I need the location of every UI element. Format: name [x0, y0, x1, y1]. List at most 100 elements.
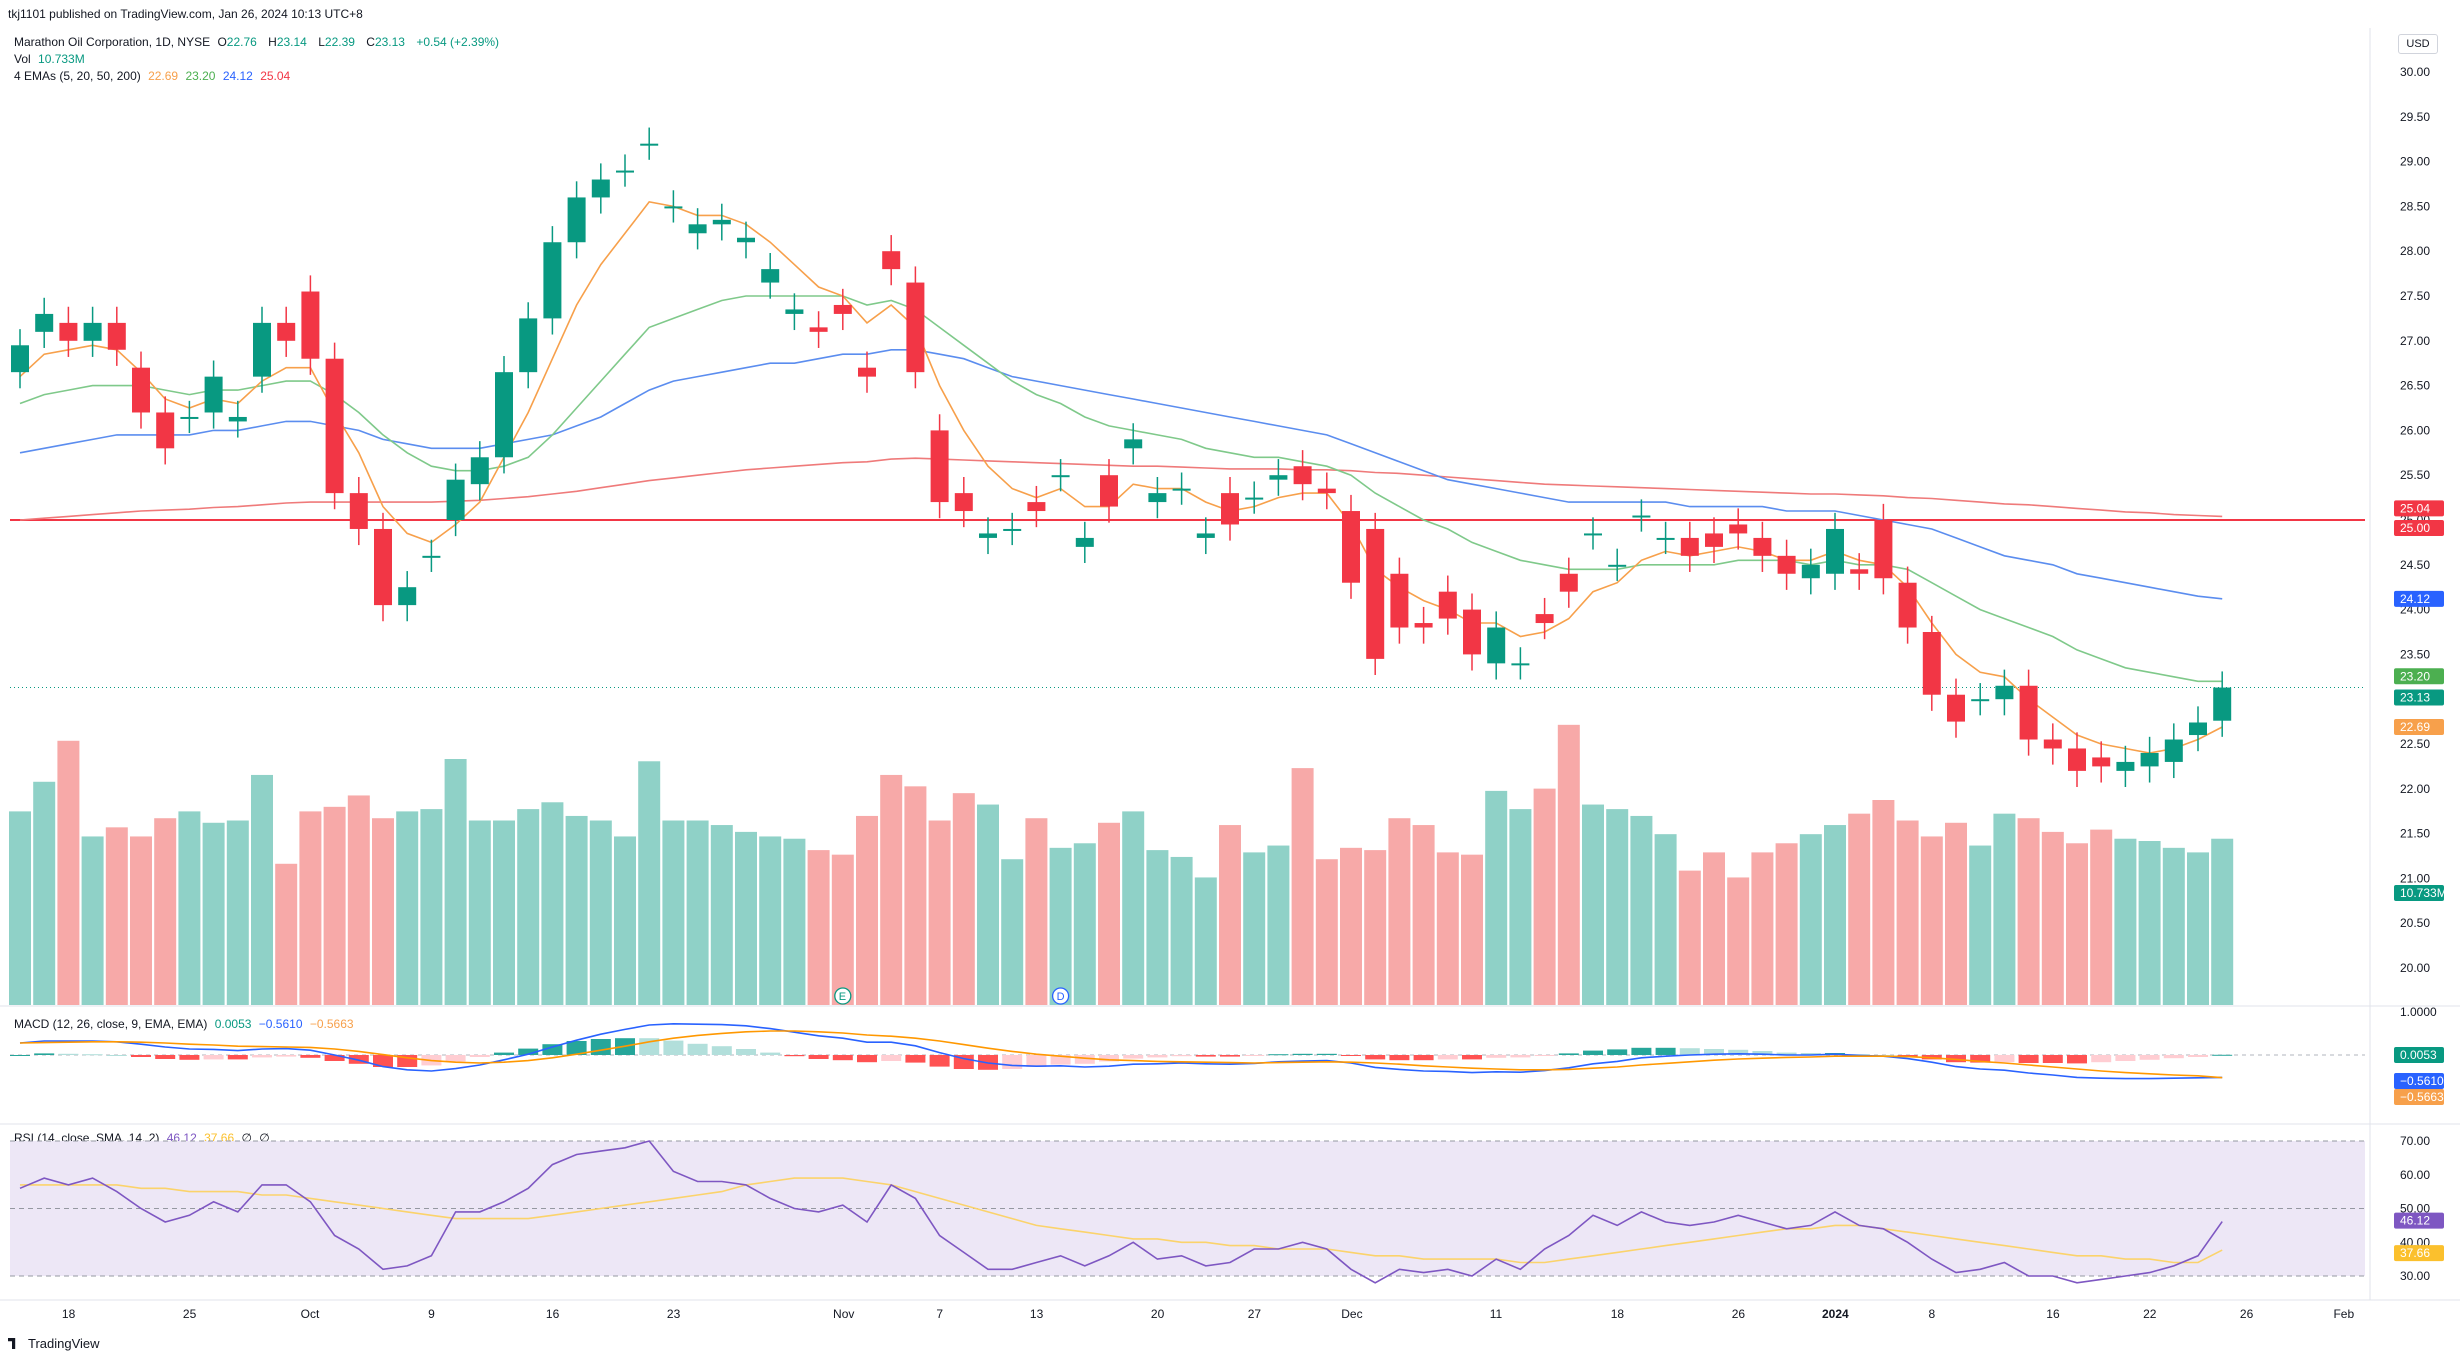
volume-bar	[1001, 859, 1024, 1005]
macd-histogram-bar	[252, 1055, 272, 1058]
macd-histogram-bar	[2018, 1055, 2039, 1063]
candle-body	[1656, 537, 1675, 540]
candle-body	[1003, 528, 1022, 531]
volume-bar	[1824, 825, 1846, 1005]
macd-histogram-bar	[1970, 1055, 1991, 1063]
volume-bar	[614, 836, 636, 1005]
volume-bar	[2211, 838, 2234, 1005]
rsi-null-1: ∅	[241, 1131, 252, 1145]
macd-histogram-bar	[1728, 1049, 1749, 1055]
volume-bar	[928, 820, 951, 1005]
macd-histogram-bar	[203, 1055, 224, 1060]
tradingview-logo-icon	[8, 1338, 16, 1349]
macd-histogram-bar	[832, 1055, 853, 1061]
macd-axis-label-1: −0.5610	[2400, 1074, 2444, 1088]
volume-bar	[1533, 788, 1556, 1005]
candle-body	[470, 457, 489, 485]
macd-histogram-bar	[1631, 1047, 1652, 1055]
candle-body	[446, 479, 465, 520]
macd-histogram-bar	[881, 1055, 902, 1061]
currency-button[interactable]: USD	[2398, 34, 2438, 54]
volume-bar	[735, 831, 757, 1005]
macd-histogram-bar	[445, 1055, 466, 1062]
ema-legend[interactable]: 4 EMAs (5, 20, 50, 200) 22.69 23.20 24.1…	[14, 68, 294, 84]
volume-bar	[57, 740, 80, 1005]
candle-body	[1293, 466, 1312, 485]
volume-bar	[686, 820, 709, 1005]
macd-histogram-bar	[1679, 1048, 1700, 1055]
rsi-ma-line	[20, 1177, 2223, 1264]
volume-bar	[1582, 804, 1604, 1005]
macd-histogram-bar	[34, 1053, 55, 1055]
macd-histogram-bar	[857, 1055, 877, 1063]
macd-histogram-bar	[542, 1044, 563, 1055]
volume-bar	[783, 838, 806, 1005]
volume-bar	[1872, 800, 1895, 1005]
candle-body	[979, 533, 997, 538]
macd-histogram-bar	[1365, 1055, 1386, 1060]
macd-histogram-bar	[1752, 1051, 1773, 1055]
volume-bar	[1509, 809, 1532, 1005]
volume-bar	[251, 774, 273, 1005]
volume-bar	[33, 781, 56, 1005]
macd-histogram-bar	[2188, 1055, 2208, 1057]
macd-histogram-bar	[1413, 1055, 1434, 1061]
symbol-legend[interactable]: Marathon Oil Corporation, 1D, NYSE O22.7…	[14, 34, 503, 50]
candle-body	[616, 170, 634, 173]
time-tick-label: 23	[667, 1307, 681, 1321]
macd-legend[interactable]: MACD (12, 26, close, 9, EMA, EMA) 0.0053…	[14, 1016, 358, 1032]
candle-body	[1705, 533, 1723, 547]
macd-histogram-bar	[905, 1055, 926, 1063]
macd-histogram-bar	[1994, 1055, 2015, 1063]
time-tick-label: 9	[428, 1307, 435, 1321]
candle-body	[1680, 537, 1699, 556]
macd-histogram-bar	[300, 1055, 321, 1058]
candle-body	[1753, 537, 1772, 556]
price-label-3: 23.20	[2400, 669, 2430, 683]
candle-body	[1438, 591, 1457, 619]
volume-bar	[347, 795, 370, 1005]
price-label-0: 25.04	[2400, 501, 2430, 515]
volume-bar	[226, 820, 249, 1005]
event-marker-D	[1051, 987, 1070, 1005]
candle-body	[107, 322, 126, 350]
macd-histogram-bar	[373, 1055, 393, 1067]
volume-legend[interactable]: Vol 10.733M	[14, 51, 89, 67]
candle-body	[688, 224, 707, 234]
volume-bar	[396, 811, 419, 1005]
tradingview-footer[interactable]: TradingView	[8, 1336, 100, 1351]
candle-body	[1245, 497, 1264, 500]
volume-bar	[1945, 822, 1967, 1005]
candle-body	[1584, 533, 1602, 536]
macd-histogram-bar	[1704, 1049, 1724, 1055]
time-tick-label: Oct	[301, 1307, 320, 1321]
volume-bar	[468, 820, 491, 1005]
volume-bar	[541, 802, 564, 1005]
macd-histogram-bar	[1486, 1055, 1507, 1058]
price-tick-label: 26.00	[2400, 423, 2430, 437]
volume-bar	[275, 863, 298, 1005]
candle-body	[1947, 694, 1965, 722]
macd-histogram-bar	[2115, 1055, 2136, 1061]
candle-body	[301, 291, 320, 359]
candle-body	[1196, 533, 1215, 538]
macd-histogram-bar	[663, 1040, 684, 1055]
macd-histogram-bar	[711, 1046, 732, 1055]
volume-bar	[1098, 822, 1120, 1005]
time-tick-label: 27	[1248, 1307, 1262, 1321]
volume-bar	[1920, 836, 1943, 1005]
macd-histogram-bar	[929, 1055, 950, 1067]
macd-histogram-bar	[1462, 1055, 1482, 1060]
candle-body	[1922, 632, 1941, 695]
ohlc-open: O22.76	[217, 35, 257, 49]
candle-body	[11, 345, 29, 373]
volume-bar	[1848, 813, 1871, 1005]
candle-body	[2043, 739, 2062, 749]
candle-body	[59, 322, 78, 341]
price-tick-label: 29.50	[2400, 110, 2430, 124]
time-tick-label: 2024	[1822, 1307, 1849, 1321]
candle-body	[253, 322, 271, 377]
time-tick-label: 7	[936, 1307, 943, 1321]
time-tick-label: 16	[546, 1307, 560, 1321]
